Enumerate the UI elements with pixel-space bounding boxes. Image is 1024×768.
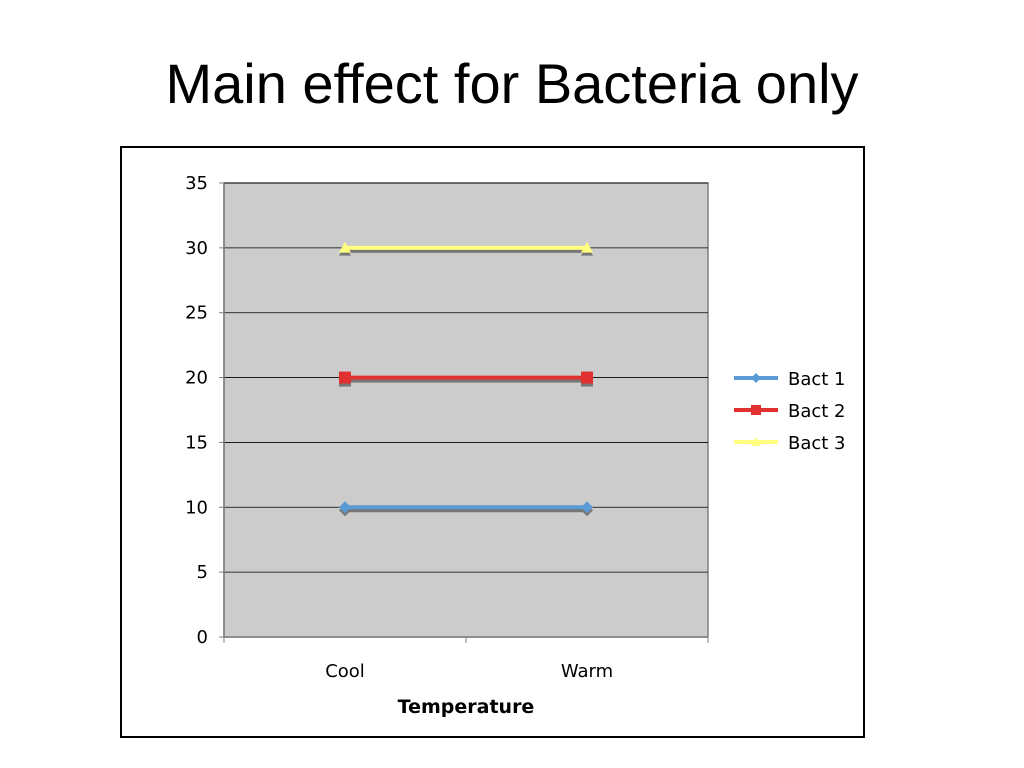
plot-area — [223, 182, 709, 638]
x-tick-label: Cool — [325, 661, 365, 682]
y-tick-label: 15 — [185, 432, 208, 453]
series-point-bact-1 — [339, 501, 351, 514]
legend-marker-bact-2 — [751, 405, 761, 415]
line-chart: 0 5 10 15 20 25 30 35 Cool Warm Temperature Bact 1 B… — [185, 173, 846, 718]
y-tick-label: 5 — [197, 562, 208, 583]
legend-label-bact-2: Bact 2 — [788, 401, 846, 422]
legend-label-bact-1: Bact 1 — [788, 369, 846, 390]
y-tick-label: 0 — [197, 627, 208, 648]
x-tick-label: Warm — [561, 661, 613, 682]
series-point-bact-2 — [581, 371, 593, 384]
y-tick-label: 25 — [185, 303, 208, 324]
x-axis-title: Temperature — [398, 696, 535, 718]
series-point-bact-3 — [581, 241, 593, 253]
y-tick-label: 35 — [185, 173, 208, 194]
series-point-bact-3 — [339, 241, 351, 253]
y-tick-label: 30 — [185, 238, 208, 259]
series-point-bact-2 — [339, 371, 351, 384]
legend-marker-bact-1 — [751, 373, 761, 383]
chart-frame: 0 5 10 15 20 25 30 35 Cool Warm Temperature Bact 1 B… — [120, 146, 865, 738]
y-tick-label: 20 — [185, 368, 208, 389]
legend-label-bact-3: Bact 3 — [788, 433, 846, 454]
y-tick-label: 10 — [185, 497, 208, 518]
legend-marker-bact-3 — [751, 437, 761, 446]
slide-title: Main effect for Bacteria only — [165, 52, 859, 115]
series-point-bact-1 — [581, 501, 593, 514]
